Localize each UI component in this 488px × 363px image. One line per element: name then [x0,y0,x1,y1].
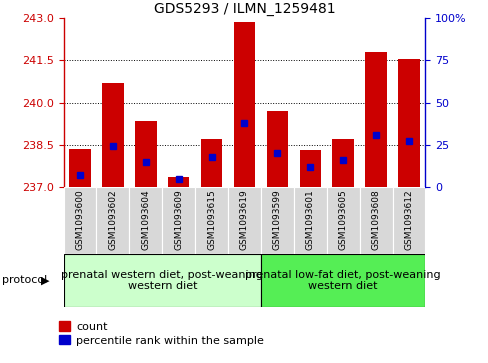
Bar [359,187,392,254]
Bar [326,187,359,254]
Bar [63,254,261,307]
Bar [261,187,293,254]
Text: prenatal western diet, post-weaning
western diet: prenatal western diet, post-weaning west… [61,270,263,291]
Bar [266,111,287,187]
Text: GSM1093604: GSM1093604 [141,189,150,250]
Bar [162,187,195,254]
Text: GSM1093612: GSM1093612 [404,189,413,250]
Text: GSM1093599: GSM1093599 [272,189,281,250]
Bar [102,83,123,187]
Text: GSM1093608: GSM1093608 [371,189,380,250]
Bar [392,187,425,254]
Bar [135,121,156,187]
Legend: count, percentile rank within the sample: count, percentile rank within the sample [59,321,264,346]
Bar [96,187,129,254]
Bar [332,139,353,187]
Bar [69,149,91,187]
Text: GSM1093619: GSM1093619 [240,189,248,250]
Text: GSM1093601: GSM1093601 [305,189,314,250]
Title: GDS5293 / ILMN_1259481: GDS5293 / ILMN_1259481 [153,2,335,16]
Bar [261,254,425,307]
Bar [299,150,320,187]
Bar [129,187,162,254]
Bar [365,52,386,187]
Text: GSM1093600: GSM1093600 [75,189,84,250]
Bar [201,139,222,187]
Text: ▶: ▶ [41,276,49,285]
Bar [63,187,96,254]
Bar [195,187,227,254]
Bar [227,187,261,254]
Text: GSM1093615: GSM1093615 [207,189,216,250]
Text: GSM1093605: GSM1093605 [338,189,347,250]
Bar [293,187,326,254]
Bar [397,59,419,187]
Text: protocol: protocol [2,276,48,285]
Text: GSM1093609: GSM1093609 [174,189,183,250]
Bar [233,23,255,187]
Bar [168,177,189,187]
Text: prenatal low-fat diet, post-weaning
western diet: prenatal low-fat diet, post-weaning west… [245,270,440,291]
Text: GSM1093602: GSM1093602 [108,189,117,250]
